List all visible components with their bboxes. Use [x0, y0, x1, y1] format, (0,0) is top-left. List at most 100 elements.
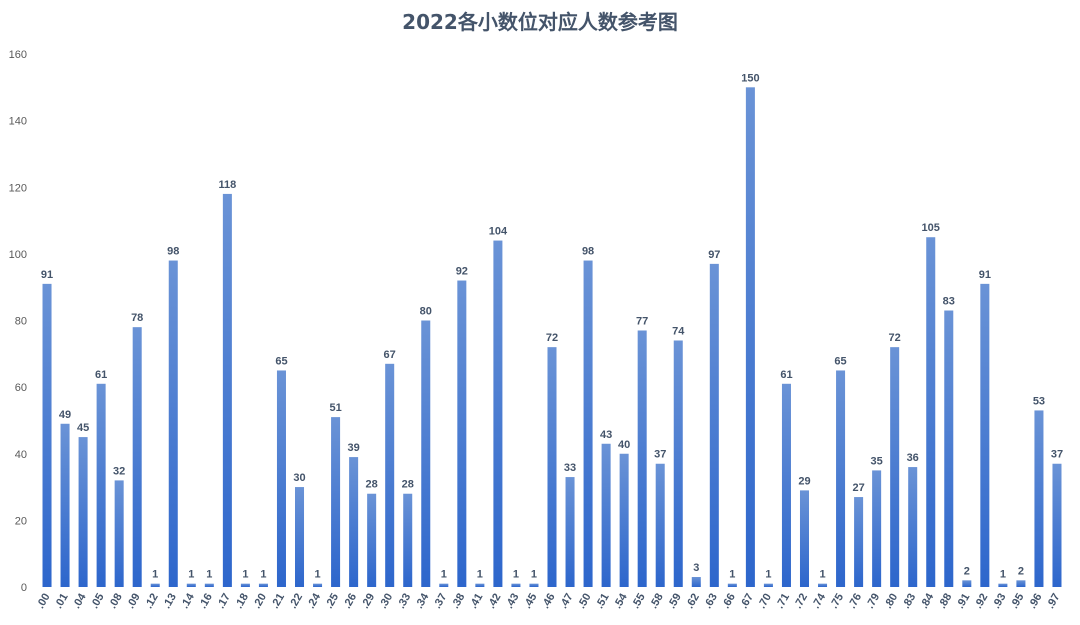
bar — [493, 240, 503, 588]
data-label: 37 — [654, 449, 666, 461]
x-tick-label: .17 — [215, 592, 233, 611]
bar — [132, 327, 142, 587]
data-label: 37 — [1051, 449, 1063, 461]
y-tick-label: 60 — [15, 382, 27, 394]
bar — [709, 263, 719, 587]
x-tick-label: .46 — [540, 592, 558, 611]
data-label: 2 — [964, 565, 970, 577]
bar — [998, 583, 1008, 587]
bar — [331, 417, 341, 587]
bar — [1052, 463, 1062, 587]
bar — [962, 580, 972, 587]
bar — [150, 583, 160, 587]
x-tick-label: .76 — [846, 592, 864, 611]
data-label: 67 — [384, 349, 396, 361]
bar — [42, 283, 52, 587]
bar — [276, 370, 286, 587]
bar — [78, 437, 88, 587]
data-label: 27 — [852, 482, 864, 494]
bar — [980, 283, 990, 587]
x-tick-label: .26 — [341, 592, 359, 611]
data-label: 1 — [206, 569, 212, 581]
x-tick-label: .37 — [431, 592, 449, 611]
bar — [457, 280, 467, 587]
y-tick-label: 20 — [15, 515, 27, 527]
x-tick-label: .18 — [233, 592, 251, 611]
x-tick-label: .34 — [413, 591, 431, 611]
x-tick-label: .50 — [576, 592, 594, 611]
data-label: 72 — [889, 332, 901, 344]
data-label: 28 — [402, 479, 414, 491]
data-label: 74 — [672, 325, 685, 337]
data-label: 32 — [113, 465, 125, 477]
data-label: 39 — [347, 442, 359, 454]
data-label: 83 — [943, 296, 955, 308]
data-label: 91 — [979, 269, 991, 281]
x-tick-label: .84 — [918, 591, 936, 611]
bar — [114, 480, 124, 587]
x-tick-label: .25 — [323, 592, 341, 611]
bar — [1034, 410, 1044, 587]
bar — [295, 487, 305, 587]
bar — [781, 383, 791, 587]
bar — [872, 470, 882, 587]
data-label: 80 — [420, 306, 432, 318]
x-tick-label: .14 — [179, 591, 197, 611]
y-tick-label: 120 — [9, 182, 27, 194]
data-label: 65 — [275, 355, 287, 367]
y-tick-label: 100 — [9, 249, 27, 261]
x-tick-label: .47 — [558, 592, 576, 611]
x-tick-label: .92 — [972, 592, 990, 611]
y-tick-label: 160 — [9, 49, 27, 61]
x-tick-label: .63 — [702, 592, 720, 611]
bar — [854, 497, 864, 587]
x-axis: .00.01.04.05.08.09.12.13.14.16.17.18.20.… — [35, 591, 1063, 611]
bar — [96, 383, 106, 587]
data-label: 105 — [922, 222, 940, 234]
y-tick-label: 40 — [15, 449, 27, 461]
data-label: 77 — [636, 315, 648, 327]
bar — [60, 423, 70, 587]
y-tick-label: 80 — [15, 316, 27, 328]
data-label: 35 — [871, 455, 883, 467]
x-tick-label: .66 — [720, 592, 738, 611]
data-label: 92 — [456, 266, 468, 278]
bar — [926, 237, 936, 587]
x-tick-label: .59 — [666, 592, 684, 611]
x-tick-label: .33 — [395, 592, 413, 611]
bar — [565, 477, 575, 587]
x-tick-label: .04 — [71, 591, 89, 611]
x-tick-label: .20 — [251, 592, 269, 611]
bar — [673, 340, 683, 587]
bar — [727, 583, 737, 587]
x-tick-label: .70 — [756, 592, 774, 611]
x-tick-label: .96 — [1027, 592, 1045, 611]
data-label: 40 — [618, 439, 630, 451]
x-tick-label: .95 — [1008, 591, 1026, 610]
data-label: 98 — [582, 246, 594, 258]
data-label: 29 — [798, 475, 810, 487]
data-label: 97 — [708, 249, 720, 261]
bar — [890, 347, 900, 587]
chart-title: 2022各小数位对应人数参考图 — [402, 10, 678, 34]
bar — [204, 583, 214, 587]
bar — [818, 583, 828, 587]
data-label: 33 — [564, 462, 576, 474]
x-tick-label: .55 — [630, 592, 648, 611]
x-tick-label: .30 — [377, 592, 395, 611]
data-label: 98 — [167, 246, 179, 258]
x-tick-label: .00 — [35, 592, 53, 611]
x-tick-label: .09 — [125, 592, 143, 611]
bar — [944, 310, 954, 587]
x-tick-label: .45 — [522, 592, 540, 611]
bar — [222, 193, 232, 587]
data-label: 1 — [729, 569, 735, 581]
x-tick-label: .51 — [594, 592, 612, 611]
x-tick-label: .54 — [612, 591, 630, 611]
bar — [186, 583, 196, 587]
data-label: 51 — [329, 402, 341, 414]
bar — [547, 347, 557, 587]
bar — [601, 443, 611, 587]
bar — [385, 363, 395, 587]
